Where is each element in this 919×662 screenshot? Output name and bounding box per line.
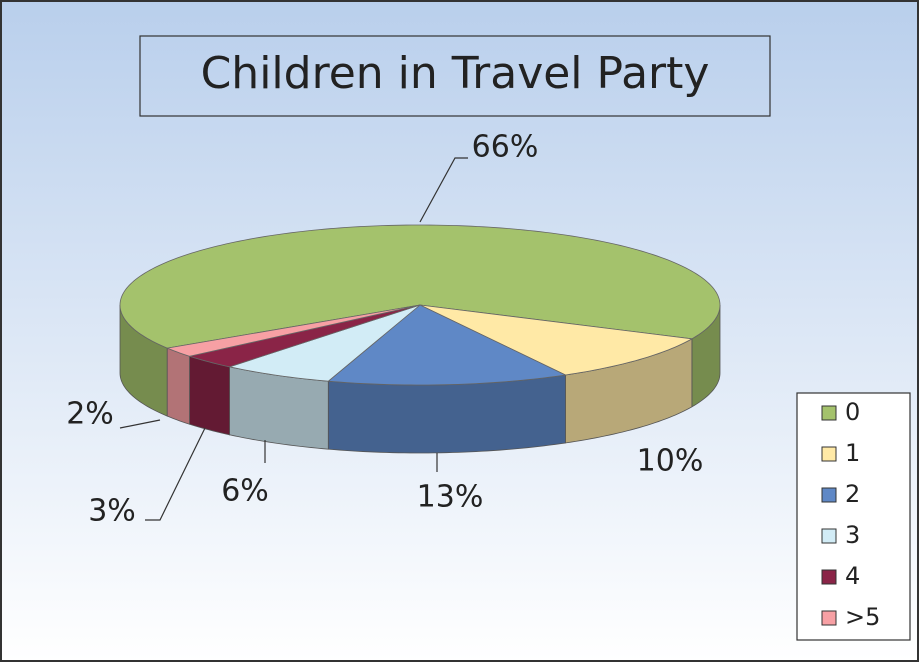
legend-swatch bbox=[821, 487, 837, 503]
title-box bbox=[139, 35, 771, 117]
legend-swatch bbox=[821, 528, 837, 544]
legend-box bbox=[796, 392, 911, 641]
data-label: 66% bbox=[472, 130, 539, 165]
slice bbox=[119, 224, 721, 349]
slice-side bbox=[327, 374, 566, 454]
data-label: 13% bbox=[417, 480, 484, 515]
slice bbox=[228, 304, 421, 382]
legend-swatch bbox=[821, 569, 837, 585]
leader-line bbox=[119, 419, 161, 429]
legend-swatch bbox=[821, 610, 837, 626]
data-label: 2% bbox=[66, 397, 114, 432]
pie-tops bbox=[119, 224, 721, 386]
pie-sides bbox=[119, 304, 721, 454]
slice bbox=[187, 304, 421, 368]
slice-side bbox=[189, 355, 230, 436]
slice-side bbox=[166, 347, 190, 425]
legend-label: 3 bbox=[845, 521, 860, 549]
slice bbox=[327, 304, 567, 386]
slice bbox=[419, 304, 694, 376]
data-label: 10% bbox=[637, 444, 704, 479]
legend-label: 2 bbox=[845, 480, 860, 508]
leader-line bbox=[419, 157, 468, 223]
legend-swatch bbox=[821, 405, 837, 421]
legend-label: 4 bbox=[845, 562, 860, 590]
leader-line bbox=[145, 427, 206, 521]
chart-title: Children in Travel Party bbox=[201, 48, 710, 99]
legend-label: >5 bbox=[845, 603, 880, 631]
data-label: 6% bbox=[221, 474, 269, 509]
slice bbox=[165, 304, 421, 357]
data-label: 3% bbox=[88, 494, 136, 529]
legend-label: 1 bbox=[845, 439, 860, 467]
legend-swatch bbox=[821, 446, 837, 462]
legend-label: 0 bbox=[845, 398, 860, 426]
